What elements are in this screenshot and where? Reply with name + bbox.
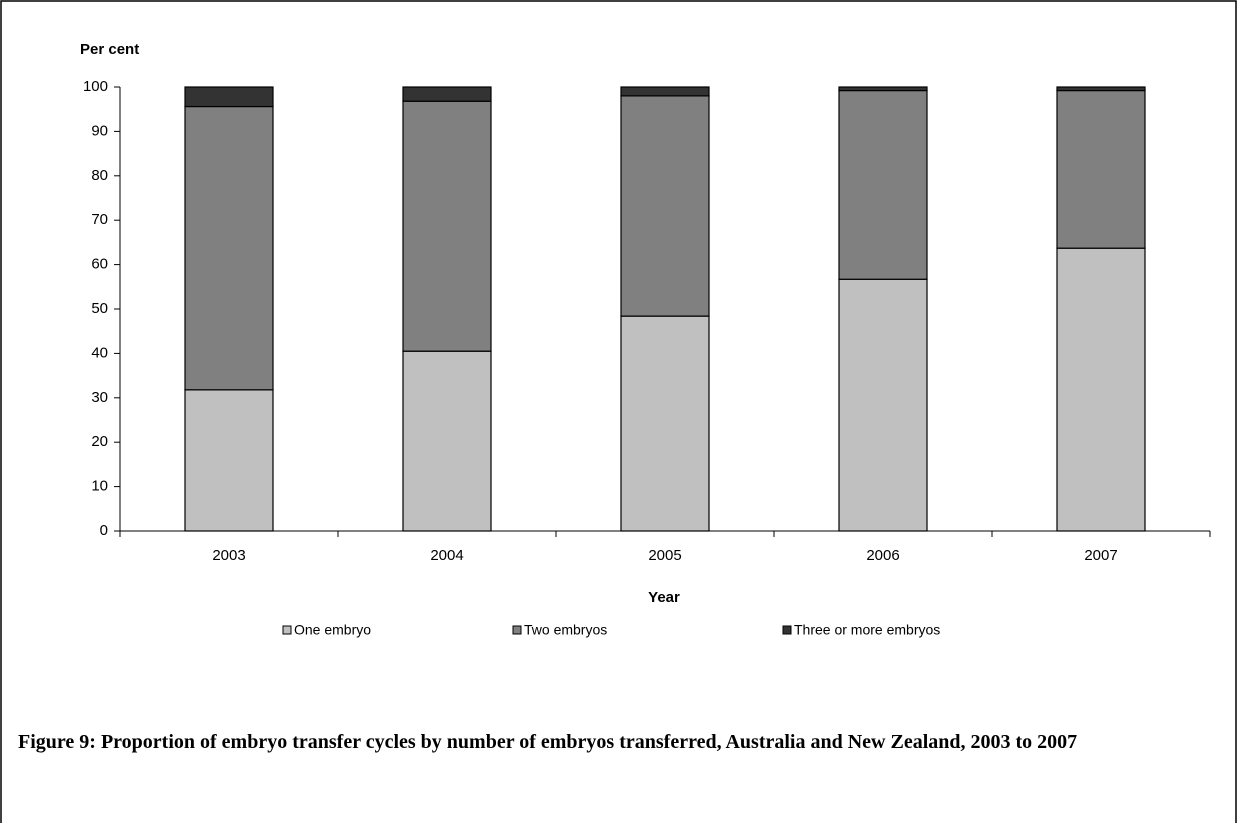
x-tick-label: 2003	[212, 547, 245, 564]
x-tick-label: 2004	[430, 547, 463, 564]
legend-label: Three or more embryos	[794, 622, 940, 638]
y-tick-label: 80	[91, 167, 108, 184]
y-tick-label: 40	[91, 344, 108, 361]
legend-swatch	[782, 625, 792, 635]
y-tick-label: 0	[100, 522, 108, 539]
legend-swatch	[282, 625, 292, 635]
chart-title: Figure 9: Proportion of embryo transfer …	[18, 731, 1078, 753]
bar-segment	[184, 105, 274, 391]
bar-segment	[184, 389, 274, 532]
bar-segment	[838, 86, 928, 92]
bar-segment	[1056, 247, 1146, 532]
bar-segment	[620, 315, 710, 532]
x-tick-label: 2007	[1084, 547, 1117, 564]
bar-segment	[402, 86, 492, 102]
y-tick-label: 70	[91, 211, 108, 228]
legend-swatch	[512, 625, 522, 635]
y-tick-label: 100	[83, 78, 108, 95]
legend-label: Two embryos	[524, 622, 607, 638]
x-tick-label: 2005	[648, 547, 681, 564]
y-tick-label: 60	[91, 256, 108, 273]
bar-segment	[838, 89, 928, 280]
bar-segment	[620, 95, 710, 317]
y-axis-title: Per cent	[80, 41, 139, 58]
bar-segment	[620, 86, 710, 97]
y-tick-label: 90	[91, 122, 108, 139]
legend-label: One embryo	[294, 622, 371, 638]
bar-segment	[402, 350, 492, 532]
x-tick-label: 2006	[866, 547, 899, 564]
y-tick-label: 20	[91, 433, 108, 450]
bar-segment	[184, 86, 274, 108]
bar-segment	[1056, 86, 1146, 92]
y-tick-label: 10	[91, 478, 108, 495]
y-tick-label: 30	[91, 389, 108, 406]
bar-segment	[838, 278, 928, 532]
x-axis-title: Year	[648, 589, 680, 606]
bar-segment	[1056, 89, 1146, 249]
y-tick-label: 50	[91, 300, 108, 317]
bar-segment	[402, 100, 492, 352]
